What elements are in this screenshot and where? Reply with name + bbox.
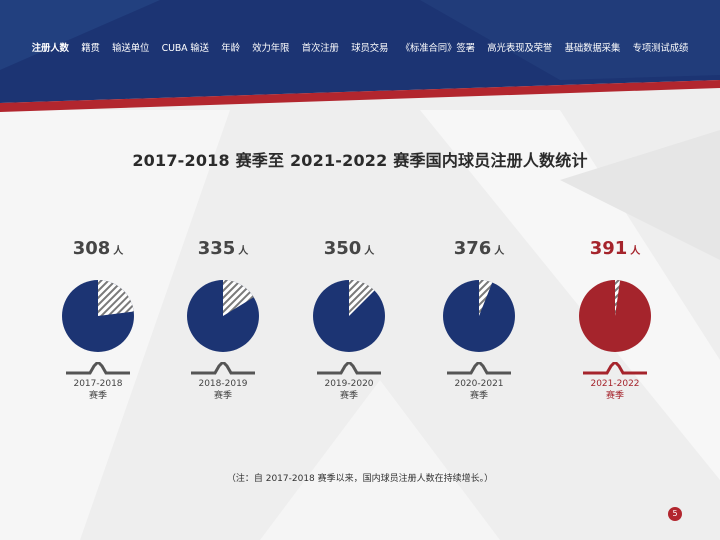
season-count: 350 人 — [294, 238, 404, 268]
pie-slice-remaining — [479, 280, 493, 316]
season-count: 376 人 — [424, 238, 534, 268]
nav-item-11[interactable]: 专项测试成绩 — [632, 43, 689, 54]
count-value: 376 — [453, 238, 492, 259]
season-suffix: 赛季 — [213, 391, 232, 401]
nav-item-2[interactable]: 输送单位 — [112, 43, 150, 54]
pie-slice-remaining — [615, 280, 621, 316]
season-bracket — [66, 362, 130, 375]
nav-item-9[interactable]: 高光表现及荣誉 — [487, 43, 553, 54]
count-value: 350 — [323, 238, 362, 259]
count-value: 335 — [197, 238, 236, 259]
season-count: 335 人 — [168, 238, 278, 268]
season-suffix: 赛季 — [469, 391, 488, 401]
top-nav: 注册人数 籍贯 输送单位 CUBA 输送 年龄 效力年限 首次注册 球员交易 《标准合同》签署 高… — [0, 34, 720, 60]
season-label: 2020-2021 — [454, 379, 504, 389]
season-suffix: 赛季 — [88, 391, 107, 401]
pie-slice-remaining — [98, 280, 134, 316]
season-column: 335 人 2018-2019 赛季 — [168, 238, 278, 402]
chart-title: 2017-2018 赛季至 2021-2022 赛季国内球员注册人数统计 — [132, 151, 588, 170]
season-column: 350 人 2019-2020 赛季 — [294, 238, 404, 402]
pie-chart — [579, 280, 651, 352]
nav-item-7[interactable]: 球员交易 — [351, 43, 389, 54]
season-suffix: 赛季 — [339, 391, 358, 401]
pie-chart — [187, 280, 259, 352]
count-unit: 人 — [364, 246, 375, 257]
season-bracket — [447, 362, 511, 375]
season-suffix: 赛季 — [605, 391, 624, 401]
count-unit: 人 — [494, 246, 505, 257]
nav-item-4[interactable]: 年龄 — [221, 43, 240, 54]
season-column: 308 人 2017-2018 赛季 — [43, 238, 153, 402]
nav-item-5[interactable]: 效力年限 — [252, 43, 290, 54]
season-count: 308 人 — [43, 238, 153, 268]
footnote: （注：自 2017-2018 赛季以来，国内球员注册人数在持续增长。） — [226, 474, 494, 484]
season-column: 391 人 2021-2022 赛季 — [560, 238, 670, 402]
season-label: 2018-2019 — [198, 379, 248, 389]
page-number: 5 — [668, 507, 682, 521]
season-label: 2019-2020 — [324, 379, 374, 389]
season-label: 2017-2018 — [73, 379, 123, 389]
season-label: 2021-2022 — [590, 379, 640, 389]
season-count: 391 人 — [560, 238, 670, 268]
season-bracket — [583, 362, 647, 375]
pie-chart — [443, 280, 515, 352]
nav-item-8[interactable]: 《标准合同》签署 — [400, 43, 475, 54]
count-unit: 人 — [113, 246, 124, 257]
count-value: 308 — [72, 238, 111, 259]
count-unit: 人 — [630, 246, 641, 257]
pie-slice-remaining — [349, 280, 375, 316]
pie-chart — [313, 280, 385, 352]
nav-item-10[interactable]: 基础数据采集 — [564, 43, 621, 54]
season-column: 376 人 2020-2021 赛季 — [424, 238, 534, 402]
count-unit: 人 — [238, 246, 249, 257]
nav-item-1[interactable]: 籍贯 — [81, 43, 100, 54]
nav-item-6[interactable]: 首次注册 — [301, 43, 339, 54]
pie-slice-remaining — [223, 280, 254, 316]
nav-item-0[interactable]: 注册人数 — [31, 43, 69, 54]
nav-item-3[interactable]: CUBA 输送 — [161, 43, 209, 54]
pie-chart — [62, 280, 134, 352]
count-value: 391 — [589, 238, 628, 259]
season-bracket — [191, 362, 255, 375]
season-bracket — [317, 362, 381, 375]
